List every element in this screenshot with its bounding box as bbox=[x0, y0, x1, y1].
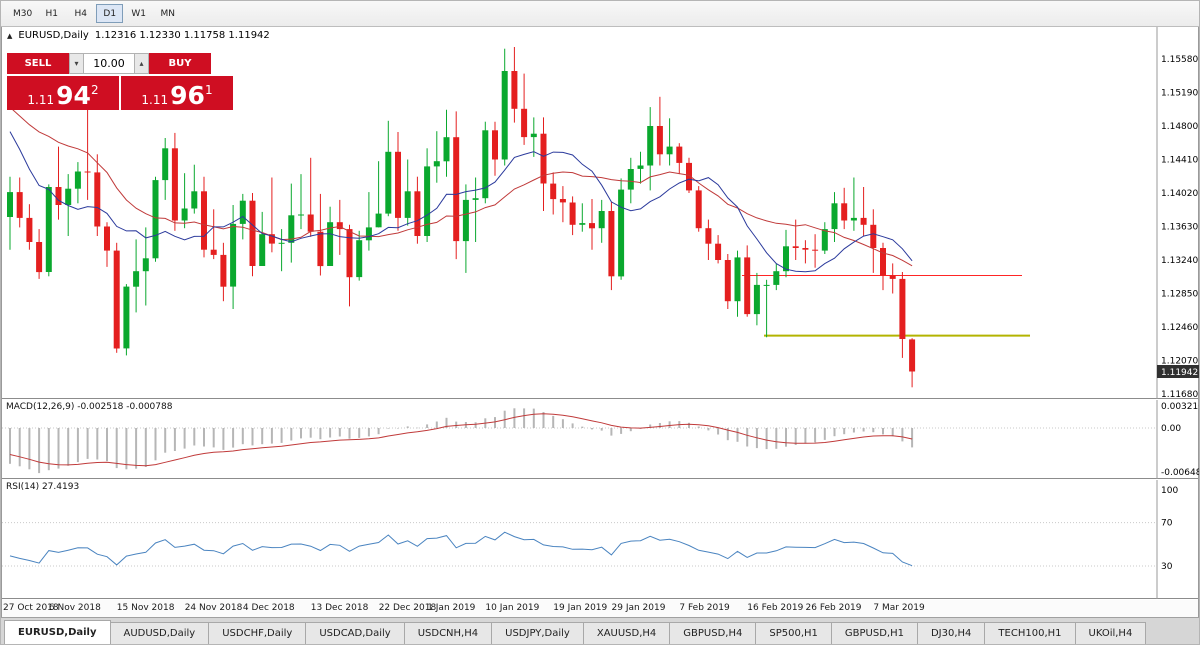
timeframe-button-h4[interactable]: H4 bbox=[74, 8, 87, 19]
timeframe-buttons: M30 H1 H4 D1 W1 MN bbox=[9, 4, 181, 23]
bid-price-big: 94 bbox=[56, 81, 91, 110]
time-axis-label: 7 Mar 2019 bbox=[873, 603, 925, 613]
rsi-panel: 100 70 30 RSI(14) 27.4193 bbox=[2, 480, 1198, 599]
volume-decrease-button[interactable]: ▾ bbox=[69, 53, 84, 74]
price-axis-label: 1.12070 bbox=[1161, 357, 1198, 367]
timeframe-button-m30[interactable]: M30 bbox=[13, 8, 33, 19]
timeframe-toolbar: M30 H1 H4 D1 W1 MN bbox=[1, 1, 1199, 27]
ask-price-big: 96 bbox=[170, 81, 205, 110]
time-axis-label: 22 Dec 2018 bbox=[378, 603, 437, 613]
tab-dj30-h4[interactable]: DJ30,H4 bbox=[916, 622, 986, 644]
time-axis-label: 27 Oct 2018 bbox=[3, 603, 59, 613]
time-axis-label: 10 Jan 2019 bbox=[485, 603, 540, 613]
time-axis-label: 4 Dec 2018 bbox=[242, 603, 295, 613]
rsi-chart[interactable]: 100 70 30 bbox=[2, 480, 1200, 599]
timeframe-button-d1[interactable]: D1 bbox=[96, 4, 124, 23]
timeframe-button-w1[interactable]: W1 bbox=[131, 8, 147, 19]
time-axis-label: 15 Nov 2018 bbox=[116, 603, 175, 613]
rsi-axis-label: 70 bbox=[1161, 519, 1173, 529]
bid-price-button[interactable]: 1.11 94 2 bbox=[7, 76, 119, 110]
macd-axis-label: 0.00 bbox=[1161, 424, 1181, 434]
main-chart-panel: 1.15580 1.15190 1.14800 1.14410 1.14020 1.136… bbox=[2, 27, 1200, 399]
time-axis-label: 19 Jan 2019 bbox=[553, 603, 608, 613]
macd-label: MACD(12,26,9) -0.002518 -0.000788 bbox=[6, 402, 173, 412]
ask-price-button[interactable]: 1.11 96 1 bbox=[121, 76, 233, 110]
macd-signal-line bbox=[9, 413, 913, 467]
tab-gbpusd-h1[interactable]: GBPUSD,H1 bbox=[830, 622, 918, 644]
tab-sp500-h1[interactable]: SP500,H1 bbox=[755, 622, 832, 644]
chevron-up-icon: ▴ bbox=[139, 59, 144, 68]
tab-xauusd-h4[interactable]: XAUUSD,H4 bbox=[582, 622, 671, 644]
price-axis-label: 1.15190 bbox=[1161, 89, 1198, 99]
price-axis-label: 1.13630 bbox=[1161, 223, 1198, 233]
one-click-trading-panel: SELL ▾ 10.00 ▴ BUY 1.11 94 2 1.11 96 1 bbox=[7, 53, 233, 110]
macd-panel: 0.003216 0.00 -0.006485 MACD(12,26,9) -0.0… bbox=[2, 400, 1200, 479]
time-axis-label: 13 Dec 2018 bbox=[310, 603, 369, 613]
tab-ukoil-h4[interactable]: UKOil,H4 bbox=[1074, 622, 1147, 644]
tab-tech100-h1[interactable]: TECH100,H1 bbox=[984, 622, 1076, 644]
rsi-line bbox=[9, 531, 913, 567]
price-axis-label: 1.14800 bbox=[1161, 122, 1198, 132]
price-axis-label: 1.15580 bbox=[1161, 55, 1198, 65]
current-price-badge bbox=[1157, 365, 1199, 378]
time-axis-label: 29 Jan 2019 bbox=[611, 603, 666, 613]
price-chart[interactable]: 1.15580 1.15190 1.14800 1.14410 1.14020 1.136… bbox=[2, 27, 1200, 399]
rsi-axis-label: 30 bbox=[1161, 562, 1173, 572]
price-axis-label: 1.14020 bbox=[1161, 189, 1198, 199]
current-price-badge-text: 1.11942 bbox=[1161, 368, 1198, 378]
macd-histogram bbox=[9, 408, 914, 474]
ask-price-sup: 1 bbox=[204, 83, 213, 97]
chart-window: 1.15580 1.15190 1.14800 1.14410 1.14020 1.136… bbox=[1, 27, 1200, 618]
sell-button[interactable]: SELL bbox=[7, 53, 69, 74]
price-axis-label: 1.12850 bbox=[1161, 290, 1198, 300]
chevron-down-icon: ▾ bbox=[74, 59, 79, 68]
time-axis[interactable]: 27 Oct 2018 6 Nov 2018 15 Nov 2018 24 Nov 2… bbox=[2, 600, 1198, 618]
tab-usdchf-daily[interactable]: USDCHF,Daily bbox=[208, 622, 307, 644]
macd-axis-label: 0.003216 bbox=[1161, 402, 1200, 412]
time-axis-label: 26 Feb 2019 bbox=[805, 603, 862, 613]
rsi-label: RSI(14) 27.4193 bbox=[6, 482, 80, 492]
price-axis-label: 1.11680 bbox=[1161, 390, 1198, 399]
price-axis-label: 1.14410 bbox=[1161, 156, 1198, 166]
time-axis-label: 7 Feb 2019 bbox=[679, 603, 730, 613]
ask-price-prefix: 1.11 bbox=[141, 93, 169, 107]
chart-title: ▲ EURUSD,Daily 1.12316 1.12330 1.11758 1… bbox=[7, 30, 270, 41]
bid-price-sup: 2 bbox=[90, 83, 99, 97]
macd-axis-label: -0.006485 bbox=[1161, 468, 1200, 478]
sma-20-line bbox=[9, 106, 913, 267]
tab-usdcad-daily[interactable]: USDCAD,Daily bbox=[305, 622, 405, 644]
bid-price-prefix: 1.11 bbox=[27, 93, 55, 107]
candles-layer bbox=[7, 47, 916, 388]
price-axis-label: 1.12460 bbox=[1161, 323, 1198, 333]
chart-symbol-label: EURUSD,Daily bbox=[18, 30, 89, 41]
timeframe-button-mn[interactable]: MN bbox=[160, 8, 175, 19]
time-axis-label: 16 Feb 2019 bbox=[747, 603, 804, 613]
tab-eurusd-daily[interactable]: EURUSD,Daily bbox=[4, 620, 111, 644]
volume-increase-button[interactable]: ▴ bbox=[134, 53, 149, 74]
price-axis-label: 1.13240 bbox=[1161, 256, 1198, 266]
tab-usdjpy-daily[interactable]: USDJPY,Daily bbox=[491, 622, 584, 644]
sma-10-line bbox=[9, 131, 913, 273]
macd-chart[interactable]: 0.003216 0.00 -0.006485 bbox=[2, 400, 1200, 479]
tab-usdcnh-h4[interactable]: USDCNH,H4 bbox=[403, 622, 493, 644]
time-axis-label: 24 Nov 2018 bbox=[184, 603, 243, 613]
chart-tabs-bar: EURUSD,Daily AUDUSD,Daily USDCHF,Daily USDC… bbox=[1, 617, 1199, 644]
tab-audusd-daily[interactable]: AUDUSD,Daily bbox=[109, 622, 210, 644]
timeframe-button-h1[interactable]: H1 bbox=[45, 8, 58, 19]
rsi-axis-label: 100 bbox=[1161, 486, 1178, 496]
buy-button[interactable]: BUY bbox=[149, 53, 211, 74]
time-axis-label: 1 Jan 2019 bbox=[427, 603, 476, 613]
tab-gbpusd-h4[interactable]: GBPUSD,H4 bbox=[669, 622, 757, 644]
chart-ohlc-values: 1.12316 1.12330 1.11758 1.11942 bbox=[94, 30, 270, 41]
chart-collapse-icon[interactable]: ▲ bbox=[7, 31, 13, 40]
volume-input[interactable]: 10.00 bbox=[84, 53, 134, 74]
time-axis-label: 6 Nov 2018 bbox=[48, 603, 101, 613]
